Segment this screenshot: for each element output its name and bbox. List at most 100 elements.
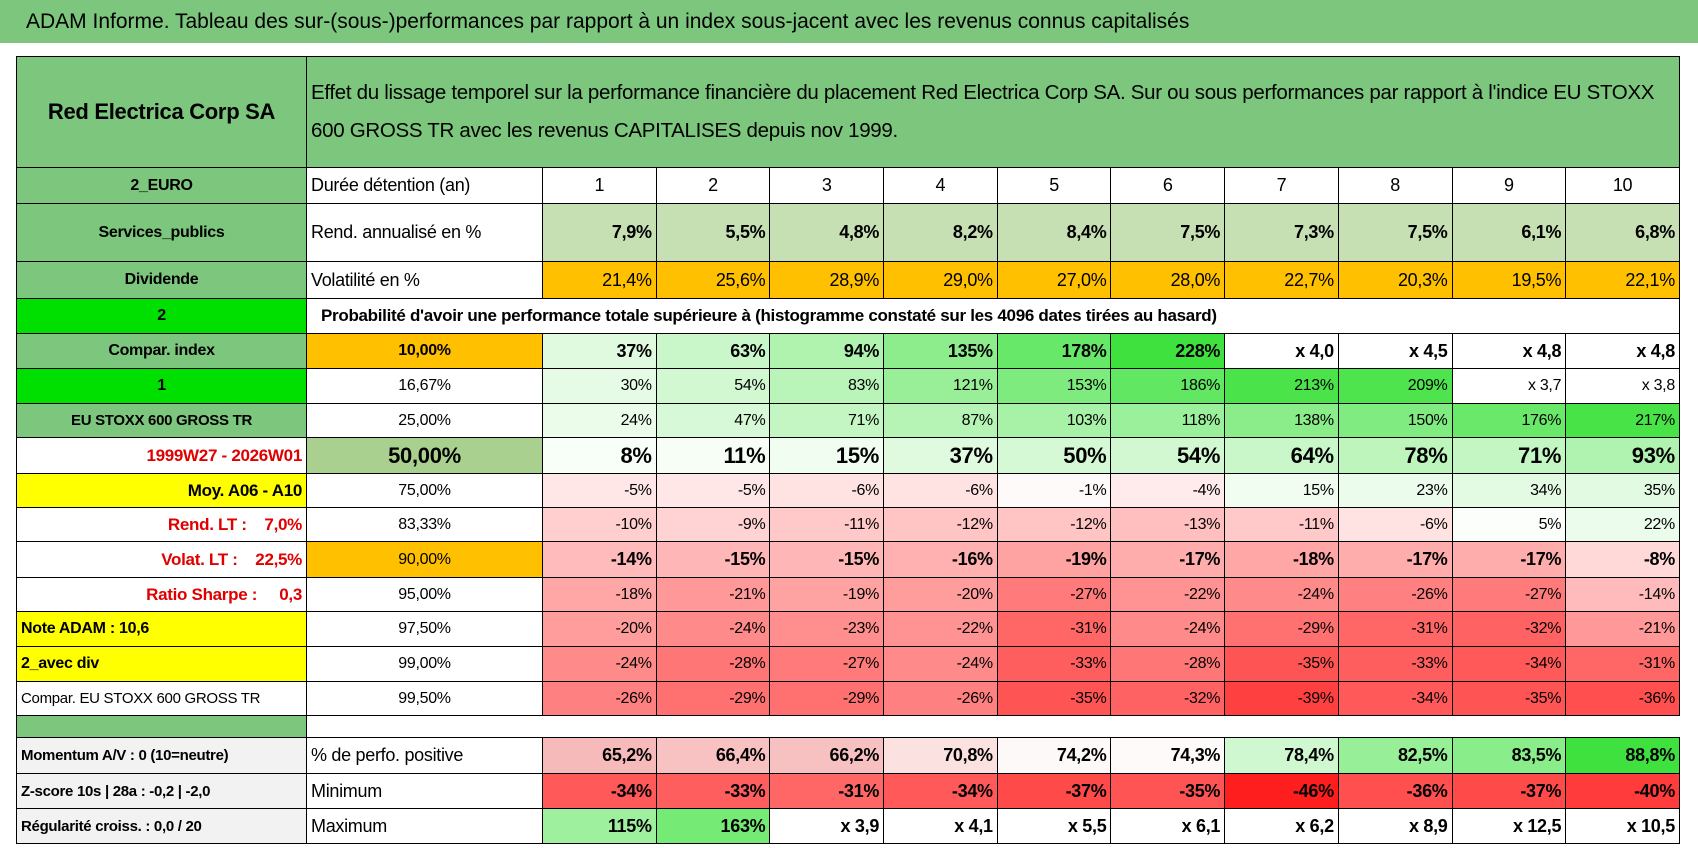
row-label: Note ADAM : 10,6 [16,611,307,647]
value-cell: 34% [1451,473,1567,508]
value-cell: 37% [883,437,998,474]
value-cell: -10% [542,507,657,542]
value-cell: 66,4% [655,737,771,774]
value-cell: 37% [542,333,657,369]
value-cell: 5,5% [655,203,771,262]
table-row: Volat. LT : 22,5% 90,00% -14% -15% -15% -16% -… [16,541,1680,578]
value-cell: -18% [542,577,657,612]
value-cell: 8 [1337,167,1453,204]
value-cell: 228% [1110,333,1226,369]
value-cell: x 3,7 [1451,368,1567,404]
value-cell: -34% [883,773,998,809]
value-cell: -24% [542,646,657,682]
value-cell: 103% [996,403,1112,438]
value-cell: 78% [1337,437,1453,474]
value-cell: 8,4% [996,203,1112,262]
value-cell: 35% [1565,473,1680,508]
value-cell: -22% [1110,577,1226,612]
row-header: 16,67% [306,368,543,404]
table-row: Note ADAM : 10,6 97,50% -20% -24% -23% -22% -3… [16,611,1680,647]
value-cell: x 12,5 [1451,808,1567,844]
value-cell: 6,1% [1451,203,1567,262]
row-header: 83,33% [306,507,543,542]
value-cell: -1% [996,473,1112,508]
value-cell: 176% [1451,403,1567,438]
value-cell: -24% [1224,577,1339,612]
value-cell: 30% [542,368,657,404]
value-cell: -26% [883,681,998,716]
value-cell: x 4,1 [883,808,998,844]
row-header: 10,00% [306,333,543,369]
value-cell: 178% [996,333,1112,369]
row-label: 2_EURO [16,167,307,204]
row-header: % de perfo. positive [306,737,543,774]
value-cell: 70,8% [883,737,998,774]
value-cell: 64% [1224,437,1339,474]
value-cell: 7,5% [1110,203,1226,262]
value-cell: -22% [883,611,998,647]
value-cell: 118% [1110,403,1226,438]
spacer-row [16,715,1680,738]
value-cell: 27,0% [996,261,1112,299]
row-header: 99,50% [306,681,543,716]
value-cell: -15% [769,541,885,578]
value-cell: -36% [1337,773,1453,809]
value-cell: x 6,1 [1110,808,1226,844]
value-cell: -17% [1110,541,1226,578]
value-cell: 8% [542,437,657,474]
row-label: Red Electrica Corp SA [16,56,307,168]
spacer-cell [306,715,1680,738]
table-row: Red Electrica Corp SA Effet du lissage te… [16,56,1680,168]
value-cell: -11% [1224,507,1339,542]
value-cell: -21% [655,577,771,612]
value-cell: 1 [542,167,657,204]
value-cell: -6% [769,473,885,508]
table-row: Ratio Sharpe : 0,3 95,00% -18% -21% -19% -20%… [16,577,1680,612]
value-cell: 19,5% [1451,261,1567,299]
value-cell: -20% [883,577,998,612]
value-cell: 6 [1110,167,1226,204]
value-cell: -31% [1565,646,1680,682]
row-label: Régularité croiss. : 0,0 / 20 [16,808,307,844]
table-row: Services_publics Rend. annualisé en % 7,9%… [16,203,1680,262]
table-row: Compar. EU STOXX 600 GROSS TR 99,50% -26% -… [16,681,1680,716]
value-cell: x 3,8 [1565,368,1680,404]
value-cell: -24% [655,611,771,647]
value-cell: 7,5% [1337,203,1453,262]
table-row: 1 16,67% 30% 54% 83% 121% 153% 186% 213% 209% x 3,… [16,368,1680,404]
value-cell: -37% [996,773,1112,809]
table-row: Z-score 10s | 28a : -0,2 | -2,0 Minimum -3… [16,773,1680,809]
value-cell: 22,7% [1224,261,1339,299]
value-cell: 163% [655,808,771,844]
row-header: Durée détention (an) [306,167,543,204]
value-cell: 83,5% [1451,737,1567,774]
row-label: 2 [16,298,307,334]
value-cell: 7 [1224,167,1339,204]
value-cell: 50% [996,437,1112,474]
row-label: EU STOXX 600 GROSS TR [16,403,307,438]
row-label: Services_publics [16,203,307,262]
page-title: ADAM Informe. Tableau des sur-(sous-)per… [0,0,1698,43]
row-header: 95,00% [306,577,543,612]
value-cell: 15% [769,437,885,474]
value-cell: -8% [1565,541,1680,578]
value-cell: -35% [1224,646,1339,682]
value-cell: 2 [655,167,771,204]
value-cell: 71% [769,403,885,438]
value-cell: -33% [655,773,771,809]
value-cell: 82,5% [1337,737,1453,774]
value-cell: -36% [1565,681,1680,716]
value-cell: 47% [655,403,771,438]
row-label: 1999W27 - 2026W01 [16,437,307,474]
value-cell: -27% [769,646,885,682]
value-cell: -46% [1224,773,1339,809]
value-cell: -21% [1565,611,1680,647]
value-cell: -19% [996,541,1112,578]
spacer-cell [16,715,307,738]
value-cell: 209% [1337,368,1453,404]
value-cell: -28% [655,646,771,682]
table-row: 2_EURO Durée détention (an) 1 2 3 4 5 6 7 8 9 10 [16,167,1680,204]
performance-table: Red Electrica Corp SA Effet du lissage te… [16,56,1680,844]
value-cell: 28,9% [769,261,885,299]
table-row: EU STOXX 600 GROSS TR 25,00% 24% 47% 71% 87% 1… [16,403,1680,438]
